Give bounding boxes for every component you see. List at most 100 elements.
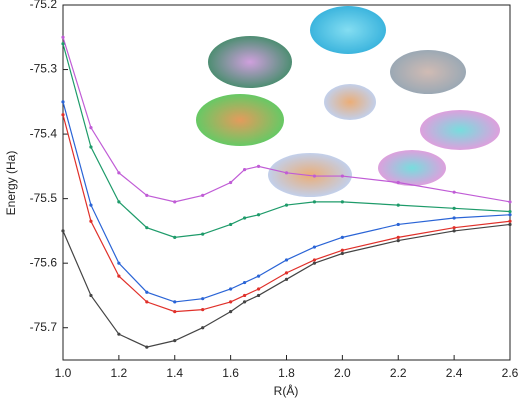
data-point — [508, 213, 512, 217]
data-point — [89, 145, 93, 149]
data-point — [242, 167, 247, 172]
y-tick-label: -75.5 — [30, 191, 58, 205]
data-point — [89, 126, 93, 130]
data-point — [284, 277, 289, 281]
data-point — [145, 193, 149, 198]
data-point — [452, 216, 456, 220]
data-point — [89, 293, 93, 298]
data-point — [117, 332, 121, 336]
network-inset — [324, 84, 376, 120]
data-point — [173, 339, 177, 343]
data-point — [242, 216, 247, 220]
data-point — [201, 297, 205, 301]
data-point — [242, 300, 247, 304]
y-tick-label: -75.7 — [30, 320, 58, 334]
data-point — [89, 219, 93, 223]
data-point — [396, 180, 400, 185]
network-inset — [310, 6, 386, 54]
data-point — [312, 200, 317, 204]
data-point — [229, 222, 233, 227]
x-tick-label: 2.0 — [334, 366, 351, 380]
data-point — [284, 203, 289, 207]
data-point — [312, 258, 317, 262]
network-insets — [196, 6, 500, 197]
data-point — [284, 258, 289, 262]
data-point — [452, 226, 456, 230]
data-point — [452, 229, 456, 233]
data-point — [256, 293, 261, 298]
data-point — [452, 206, 456, 210]
data-point — [312, 174, 317, 178]
data-point — [61, 113, 65, 117]
data-point — [117, 274, 121, 278]
network-inset — [196, 94, 284, 146]
data-point — [229, 300, 233, 304]
data-point — [229, 309, 233, 314]
data-point — [117, 261, 121, 265]
data-point — [229, 287, 233, 291]
data-point — [340, 235, 344, 239]
data-point — [396, 222, 400, 227]
data-point — [61, 35, 65, 39]
data-point — [256, 164, 261, 168]
data-point — [508, 200, 512, 204]
x-tick-label: 1.4 — [166, 366, 183, 380]
data-point — [117, 200, 121, 204]
network-inset — [420, 110, 500, 150]
data-point — [61, 42, 65, 46]
x-tick-label: 1.6 — [222, 366, 239, 380]
x-tick-label: 1.0 — [55, 366, 72, 380]
data-point — [145, 345, 149, 349]
data-point — [242, 293, 247, 298]
data-point — [396, 235, 400, 239]
data-point — [508, 219, 512, 223]
data-point — [508, 209, 512, 214]
network-inset — [390, 50, 466, 94]
y-tick-label: -75.3 — [30, 62, 58, 76]
network-inset — [208, 36, 292, 88]
data-point — [284, 171, 289, 175]
data-point — [201, 326, 205, 330]
y-tick-label: -75.4 — [30, 126, 58, 140]
data-point — [173, 300, 177, 304]
data-point — [173, 309, 177, 314]
x-tick-label: 2.4 — [446, 366, 463, 380]
network-inset — [378, 150, 446, 186]
data-point — [340, 251, 344, 256]
x-tick-label: 2.6 — [502, 366, 519, 380]
data-point — [201, 193, 205, 198]
data-point — [145, 226, 149, 230]
data-point — [340, 174, 344, 178]
data-point — [117, 171, 121, 175]
x-tick-label: 1.2 — [111, 366, 128, 380]
x-axis-label: R(Å) — [274, 383, 299, 398]
y-tick-label: -75.2 — [30, 0, 58, 11]
y-tick-label: -75.6 — [30, 255, 58, 269]
x-tick-label: 1.8 — [278, 366, 295, 380]
data-point — [340, 248, 344, 252]
data-point — [312, 245, 317, 249]
data-point — [242, 280, 247, 285]
data-point — [284, 271, 289, 275]
data-point — [145, 290, 149, 294]
data-point — [396, 238, 400, 243]
x-tick-label: 2.2 — [390, 366, 407, 380]
data-point — [396, 203, 400, 207]
data-point — [452, 190, 456, 194]
data-point — [229, 180, 233, 185]
data-point — [256, 213, 261, 217]
data-point — [201, 308, 205, 312]
data-point — [256, 274, 261, 278]
data-point — [61, 229, 65, 233]
data-point — [340, 200, 344, 204]
data-point — [145, 300, 149, 304]
data-point — [508, 222, 512, 227]
data-point — [173, 235, 177, 239]
data-point — [256, 287, 261, 291]
data-point — [61, 100, 65, 104]
data-point — [201, 232, 205, 236]
data-point — [173, 200, 177, 204]
data-point — [312, 261, 317, 265]
data-point — [89, 203, 93, 207]
